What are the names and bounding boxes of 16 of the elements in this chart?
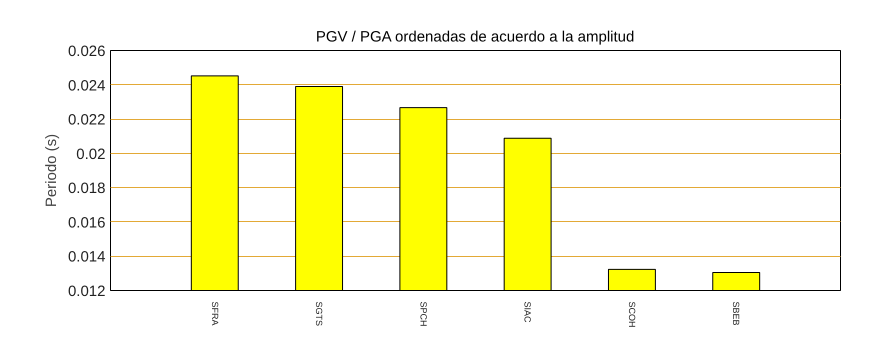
x-tick-label: SGTS bbox=[314, 302, 324, 326]
y-tick-label: 0.026 bbox=[68, 43, 106, 60]
y-tick-label: 0.012 bbox=[68, 283, 106, 300]
y-axis-title: Periodo (s) bbox=[42, 134, 60, 208]
y-tick-label: 0.02 bbox=[76, 146, 106, 163]
y-tick-label: 0.014 bbox=[68, 248, 106, 266]
x-tick-label: SIAC bbox=[522, 302, 533, 324]
y-tick-label: 0.016 bbox=[68, 214, 106, 232]
x-tick-label: SCOH bbox=[626, 302, 637, 328]
chart-title: PGV / PGA ordenadas de acuerdo a la amplitud bbox=[316, 28, 634, 46]
x-tick-label: SFRA bbox=[210, 302, 220, 326]
x-tick-label: SBEB bbox=[731, 302, 742, 326]
y-tick-label: 0.024 bbox=[68, 77, 106, 94]
y-tick-label: 0.022 bbox=[68, 112, 106, 129]
x-tick-label: SPCH bbox=[418, 302, 428, 327]
y-tick-label: 0.018 bbox=[68, 180, 106, 198]
